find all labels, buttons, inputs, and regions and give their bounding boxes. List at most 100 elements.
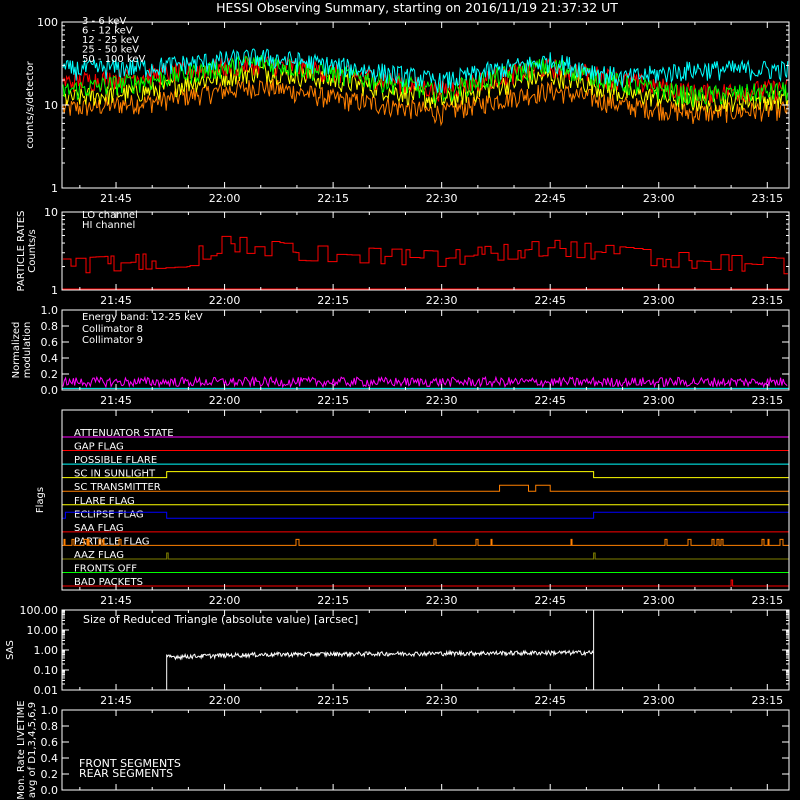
y-tick-label: 10	[44, 99, 58, 112]
count-rate-series	[62, 55, 788, 104]
y-tick-label: 1.0	[41, 304, 59, 317]
legend-label: HI channel	[82, 220, 135, 231]
legend-label: Collimator 8	[82, 324, 143, 335]
chart-title: HESSI Observing Summary, starting on 201…	[216, 0, 618, 15]
y-tick-label: 0.6	[41, 336, 59, 349]
legend-label: 50 - 100 keV	[82, 54, 146, 65]
time-tick-label: 22:15	[317, 394, 349, 407]
legend-label: 12 - 25 keV	[82, 35, 139, 46]
y-axis-title: avg of D1,3,4,5,6,9	[27, 702, 38, 798]
y-axis: 0.0 0.2 0.4 0.6 0.8 1.0	[41, 304, 789, 397]
time-tick-label: 21:45	[100, 594, 132, 607]
time-tick-label: 22:30	[426, 192, 458, 205]
time-tick-label: 22:45	[534, 694, 566, 707]
flag-label: ECLIPSE FLAG	[74, 509, 144, 520]
y-axis-title: Flags	[35, 487, 46, 513]
y-tick-label: 1	[51, 182, 58, 195]
time-tick-label: 22:30	[426, 294, 458, 307]
flag-trace	[62, 579, 789, 587]
time-tick-label: 23:00	[643, 394, 675, 407]
time-tick-label: 22:30	[426, 694, 458, 707]
legend-label: Collimator 9	[82, 335, 143, 346]
y-tick-label: 0.2	[41, 368, 59, 381]
time-tick-label: 21:45	[100, 694, 132, 707]
flag-label: BAD PACKETS	[74, 577, 143, 588]
time-tick-label: 22:15	[317, 594, 349, 607]
time-tick-label: 22:00	[209, 594, 241, 607]
count-rate-series	[62, 79, 789, 127]
time-tick-label: 22:00	[209, 394, 241, 407]
legend-label: 6 - 12 keV	[82, 26, 133, 37]
y-tick-label: 0.4	[41, 752, 59, 765]
y-tick-label: 10.00	[27, 624, 59, 637]
y-tick-label: 1	[51, 284, 58, 297]
time-tick-label: 22:15	[317, 294, 349, 307]
lo-channel-series	[63, 235, 788, 275]
y-axis-title: modulation	[22, 322, 33, 379]
count-rate-series	[62, 54, 789, 107]
time-axis: 21:45 22:00 22:15 22:30 22:45 23:00 23:15	[79, 212, 783, 307]
y-axis: 0.01 0.10 1.00 10.00 100.00	[20, 604, 789, 697]
y-axis-title: Normalized	[11, 322, 22, 379]
y-axis: 0.0 0.2 0.4 0.6 0.8 1.0	[41, 704, 789, 797]
legend-label: 3 - 6 keV	[82, 16, 126, 27]
y-tick-label: 0.10	[34, 664, 59, 677]
time-axis	[79, 710, 768, 790]
panel-frame	[61, 409, 790, 591]
flag-label: GAP FLAG	[74, 442, 124, 453]
y-tick-label: 0.6	[41, 736, 59, 749]
y-tick-label: 0.8	[41, 720, 59, 733]
time-tick-label: 22:15	[317, 192, 349, 205]
time-tick-label: 22:30	[426, 394, 458, 407]
y-axis-title: PARTICLE RATES	[16, 211, 27, 292]
flag-label: AAZ FLAG	[74, 550, 124, 561]
y-tick-label: 0.4	[41, 352, 59, 365]
time-tick-label: 22:45	[534, 192, 566, 205]
energy-band-label: Energy band: 12-25 keV	[82, 312, 203, 323]
sas-annotation: Size of Reduced Triangle (absolute value…	[83, 613, 358, 626]
legend-label: FRONT SEGMENTS	[79, 757, 181, 770]
y-tick-label: 0.2	[41, 768, 59, 781]
time-tick-label: 23:15	[751, 694, 783, 707]
time-axis: 21:45 22:00 22:15 22:30 22:45 23:00 23:15	[79, 22, 783, 205]
flag-trace	[62, 538, 789, 546]
time-tick-label: 22:00	[209, 294, 241, 307]
panel-frame	[61, 211, 790, 291]
legend-label: REAR SEGMENTS	[79, 767, 173, 780]
time-tick-label: 23:00	[643, 294, 675, 307]
sas-series	[166, 649, 594, 661]
y-axis-title: Mon. Rate LIVETIME	[16, 700, 27, 799]
y-tick-label: 0.01	[34, 684, 59, 697]
flag-trace	[62, 552, 789, 560]
collimator-9-series	[62, 375, 788, 389]
y-axis-title: Counts/s	[27, 229, 38, 273]
flag-trace	[62, 511, 790, 519]
flag-label: ATTENUATOR STATE	[74, 428, 174, 439]
y-tick-label: 0.0	[41, 784, 59, 797]
time-tick-label: 22:00	[209, 192, 241, 205]
y-axis: 1 10 100	[37, 16, 789, 195]
y-axis: 1 10	[44, 206, 789, 297]
time-axis: 21:45 22:00 22:15 22:30 22:45 23:00 23:15	[79, 410, 783, 607]
legend-label: LO channel	[82, 210, 138, 221]
flag-label: FLARE FLAG	[74, 496, 135, 507]
y-tick-label: 100	[37, 16, 58, 29]
count-rate-series	[62, 62, 789, 113]
time-tick-label: 23:15	[751, 394, 783, 407]
time-tick-label: 23:00	[643, 694, 675, 707]
panel-frame	[61, 309, 790, 391]
y-tick-label: 1.0	[41, 704, 59, 717]
flag-trace	[62, 484, 789, 492]
flag-label: PARTICLE FLAG	[74, 536, 150, 547]
flag-label: FRONTS OFF	[74, 564, 137, 575]
y-tick-label: 1.00	[34, 644, 59, 657]
y-axis-title: SAS	[5, 640, 16, 660]
time-tick-label: 22:45	[534, 394, 566, 407]
time-tick-label: 23:00	[643, 594, 675, 607]
time-tick-label: 22:45	[534, 294, 566, 307]
legend-label: 25 - 50 keV	[82, 45, 139, 56]
time-tick-label: 21:45	[100, 294, 132, 307]
time-axis: 21:45 22:00 22:15 22:30 22:45 23:00 23:15	[79, 310, 783, 407]
flag-label: SC TRANSMITTER	[74, 482, 161, 493]
